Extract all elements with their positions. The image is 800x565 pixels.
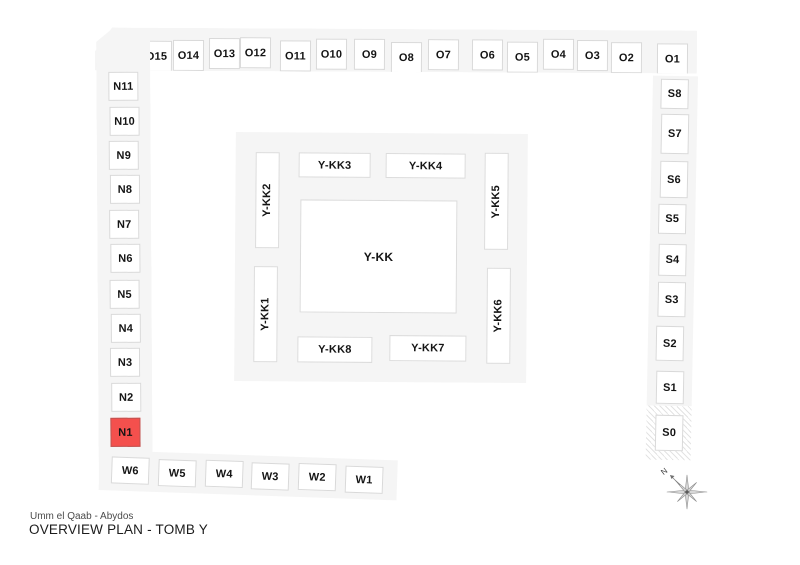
chamber-s6[interactable]: S6 — [659, 160, 689, 199]
right-chamber-column: S8 S7 S6 S5 S4 S3 S2 S1 S0 — [645, 75, 698, 461]
compass-rose-icon: N — [659, 466, 708, 510]
chamber-o9[interactable]: O9 — [354, 39, 385, 70]
left-chamber-column: N11 N10 N9 N8 N7 N6 N5 N4 N3 N2 N1 — [96, 29, 153, 490]
chamber-s7[interactable]: S7 — [660, 113, 690, 155]
chamber-n9[interactable]: N9 — [109, 141, 139, 170]
chamber-y-kk5-label: Y-KK5 — [490, 184, 503, 219]
bottom-chamber-row: W6 W5 W4 W3 W2 W1 — [98, 450, 398, 501]
central-chamber-complex: Y-KK2 Y-KK1 Y-KK3 Y-KK4 Y-KK5 Y-KK6 Y-KK… — [234, 131, 528, 384]
chamber-n3[interactable]: N3 — [110, 348, 140, 377]
site-location-label: Umm el Qaab - Abydos — [30, 511, 134, 522]
chamber-s3[interactable]: S3 — [657, 281, 687, 318]
chamber-o4[interactable]: O4 — [543, 39, 574, 70]
chamber-w6[interactable]: W6 — [110, 456, 150, 485]
chamber-n10[interactable]: N10 — [109, 107, 139, 136]
chamber-n6[interactable]: N6 — [110, 244, 140, 273]
chamber-n7[interactable]: N7 — [109, 210, 139, 239]
chamber-y-kk5[interactable]: Y-KK5 — [484, 152, 509, 250]
chamber-y-kk7[interactable]: Y-KK7 — [389, 335, 467, 362]
chamber-o2[interactable]: O2 — [611, 42, 642, 73]
chamber-w1[interactable]: W1 — [344, 465, 384, 494]
chamber-y-kk2-label: Y-KK2 — [261, 183, 274, 217]
chamber-o14[interactable]: O14 — [173, 40, 204, 71]
chamber-y-kk8[interactable]: Y-KK8 — [297, 336, 373, 363]
chamber-n5[interactable]: N5 — [110, 280, 140, 309]
chamber-y-kk6[interactable]: Y-KK6 — [486, 267, 511, 364]
chamber-o11[interactable]: O11 — [280, 40, 311, 71]
chamber-s5[interactable]: S5 — [657, 203, 687, 235]
chamber-w3[interactable]: W3 — [250, 462, 290, 491]
chamber-y-kk3[interactable]: Y-KK3 — [298, 152, 371, 178]
chamber-y-kk2[interactable]: Y-KK2 — [255, 152, 280, 249]
chamber-o7[interactable]: O7 — [428, 39, 459, 70]
chamber-n2[interactable]: N2 — [111, 383, 141, 412]
chamber-y-kk1[interactable]: Y-KK1 — [253, 266, 278, 363]
chamber-o5[interactable]: O5 — [507, 42, 538, 73]
chamber-o12[interactable]: O12 — [240, 37, 271, 68]
chamber-n4[interactable]: N4 — [111, 314, 141, 343]
top-chamber-row: O16 O15 O14 O13 O12 O11 O10 O9 O8 O7 O6 … — [95, 27, 697, 73]
chamber-o3[interactable]: O3 — [577, 40, 608, 71]
chamber-o8[interactable]: O8 — [391, 42, 422, 73]
chamber-y-kk6-label: Y-KK6 — [492, 299, 505, 333]
chamber-y-kk4[interactable]: Y-KK4 — [385, 153, 466, 179]
chamber-o10[interactable]: O10 — [316, 39, 347, 70]
chamber-n11[interactable]: N11 — [108, 72, 138, 101]
chamber-y-kk-main[interactable]: Y-KK — [299, 199, 458, 314]
chamber-w5[interactable]: W5 — [157, 459, 197, 488]
chamber-s4[interactable]: S4 — [658, 243, 687, 277]
north-label: N — [659, 466, 669, 477]
chamber-s0[interactable]: S0 — [654, 414, 684, 452]
chamber-o13[interactable]: O13 — [209, 38, 240, 69]
chamber-s2[interactable]: S2 — [655, 325, 685, 362]
chamber-y-kk1-label: Y-KK1 — [259, 297, 272, 331]
chamber-s1[interactable]: S1 — [655, 370, 685, 405]
chamber-n1[interactable]: N1 — [110, 418, 140, 447]
chamber-o1[interactable]: O1 — [657, 43, 688, 74]
chamber-w4[interactable]: W4 — [204, 459, 244, 489]
chamber-o6[interactable]: O6 — [472, 39, 503, 70]
chamber-n8[interactable]: N8 — [110, 175, 140, 204]
chamber-w2[interactable]: W2 — [297, 462, 337, 492]
chamber-s8[interactable]: S8 — [660, 78, 689, 110]
plan-title: OVERVIEW PLAN - TOMB Y — [29, 522, 208, 537]
